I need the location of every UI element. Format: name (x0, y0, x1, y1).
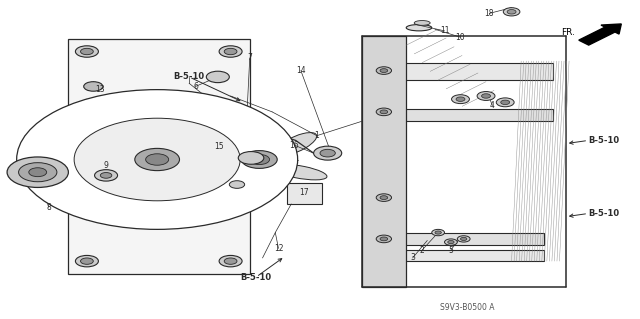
Circle shape (29, 168, 47, 177)
Circle shape (19, 163, 57, 182)
Circle shape (206, 71, 229, 83)
Ellipse shape (223, 125, 260, 150)
Text: 5: 5 (449, 246, 453, 255)
Circle shape (496, 98, 514, 107)
Ellipse shape (414, 20, 430, 25)
Circle shape (380, 69, 388, 72)
Circle shape (376, 235, 392, 243)
Bar (381, 109, 553, 122)
Bar (384, 250, 543, 261)
Circle shape (81, 48, 93, 55)
Text: B-5-10: B-5-10 (588, 209, 620, 218)
Circle shape (81, 258, 93, 264)
Circle shape (224, 48, 237, 55)
Circle shape (380, 110, 388, 114)
Ellipse shape (406, 25, 432, 31)
Text: 2: 2 (420, 246, 424, 255)
Circle shape (321, 149, 338, 157)
Circle shape (249, 154, 269, 165)
Circle shape (76, 256, 99, 267)
Circle shape (500, 100, 509, 105)
Text: 9: 9 (104, 161, 109, 170)
Text: 3: 3 (410, 254, 415, 263)
Bar (381, 63, 553, 80)
Circle shape (76, 46, 99, 57)
Text: S9V3-B0500 A: S9V3-B0500 A (440, 303, 494, 312)
Text: 16: 16 (290, 141, 300, 150)
Circle shape (376, 108, 392, 116)
Text: FR.: FR. (561, 28, 575, 37)
Text: 18: 18 (484, 9, 494, 18)
Circle shape (224, 258, 237, 264)
Text: 14: 14 (296, 66, 306, 75)
Text: 8: 8 (46, 203, 51, 211)
Circle shape (219, 46, 242, 57)
Circle shape (84, 82, 103, 91)
Circle shape (376, 67, 392, 74)
Circle shape (432, 229, 445, 236)
Circle shape (238, 152, 264, 164)
Text: 10: 10 (456, 33, 465, 42)
Text: B-5-10: B-5-10 (588, 136, 620, 145)
Bar (68, 39, 250, 274)
Circle shape (435, 231, 442, 234)
Bar (287, 183, 322, 204)
Circle shape (461, 237, 467, 241)
Circle shape (17, 90, 298, 229)
Circle shape (100, 173, 112, 178)
FancyArrow shape (579, 24, 621, 45)
Circle shape (452, 95, 469, 104)
Circle shape (314, 146, 342, 160)
Text: 13: 13 (95, 85, 104, 94)
Circle shape (376, 194, 392, 201)
Bar (70, 137, 89, 153)
Circle shape (477, 92, 495, 100)
Circle shape (74, 118, 240, 201)
Text: 17: 17 (300, 188, 309, 197)
Text: 4: 4 (490, 101, 495, 110)
Bar (384, 233, 543, 245)
Circle shape (445, 239, 458, 245)
Circle shape (380, 237, 388, 241)
Bar (362, 36, 406, 286)
Ellipse shape (273, 164, 327, 180)
Circle shape (458, 236, 470, 242)
Circle shape (380, 196, 388, 199)
Text: B-5-10: B-5-10 (241, 272, 272, 281)
Circle shape (456, 97, 465, 101)
Text: 12: 12 (274, 244, 284, 253)
Ellipse shape (236, 168, 260, 197)
Text: 15: 15 (214, 142, 224, 151)
Circle shape (146, 154, 169, 165)
Text: 11: 11 (440, 26, 449, 35)
Ellipse shape (184, 154, 239, 168)
Circle shape (7, 157, 68, 188)
Circle shape (448, 241, 454, 244)
Circle shape (241, 151, 277, 168)
Circle shape (229, 181, 244, 188)
Circle shape (135, 148, 179, 171)
Text: B-5-10: B-5-10 (173, 72, 205, 81)
Circle shape (320, 149, 335, 157)
Text: 1: 1 (314, 131, 319, 140)
Circle shape (503, 8, 520, 16)
Text: 7: 7 (247, 53, 252, 62)
Ellipse shape (275, 133, 317, 156)
Circle shape (219, 256, 242, 267)
Circle shape (507, 10, 516, 14)
Circle shape (481, 94, 490, 98)
Text: 6: 6 (193, 82, 198, 91)
Circle shape (95, 170, 118, 181)
